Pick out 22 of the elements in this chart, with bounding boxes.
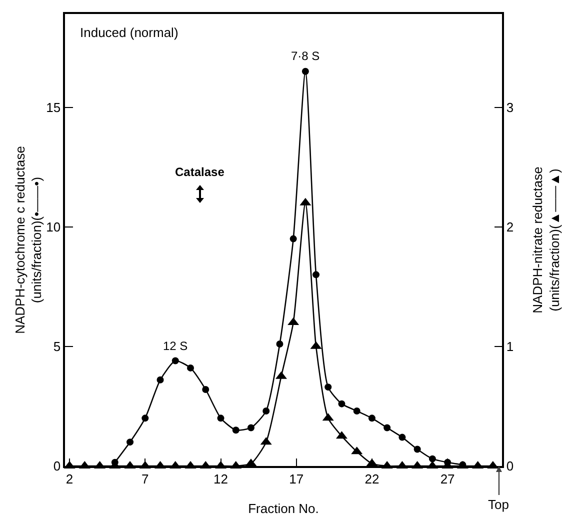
annotation: Top <box>488 497 509 512</box>
y2-axis-title: NADPH-nitrate reductase (units/fraction)(▲——▲) <box>530 166 562 314</box>
y-tick-label: 15 <box>46 100 61 115</box>
y-tick-label: 10 <box>46 219 61 234</box>
x-tick-label: 22 <box>364 471 380 486</box>
y-axis-title: NADPH-cytochrome c reductase (units/fraction)(•——•) <box>12 146 44 334</box>
x-tick-label: 7 <box>142 471 149 486</box>
y2-tick-label: 2 <box>506 219 514 234</box>
x-tick-label: 2 <box>66 471 74 486</box>
x-tick-label: 27 <box>440 471 455 486</box>
x-tick-label: 12 <box>214 471 228 486</box>
annotation: 12 S <box>163 339 188 353</box>
x-axis-title: Fraction No. <box>248 501 319 516</box>
text: Induced (normal) <box>80 25 178 40</box>
annotation: 7·8 S <box>291 49 320 63</box>
y-tick-label: 5 <box>53 338 61 354</box>
annotation: Catalase <box>175 165 225 179</box>
y2-tick-label: 1 <box>506 338 514 354</box>
y2-tick-label: 3 <box>506 100 514 115</box>
y2-tick-label: 0 <box>506 458 514 474</box>
y-tick-label: 0 <box>53 458 61 474</box>
x-tick-label: 17 <box>289 471 304 486</box>
